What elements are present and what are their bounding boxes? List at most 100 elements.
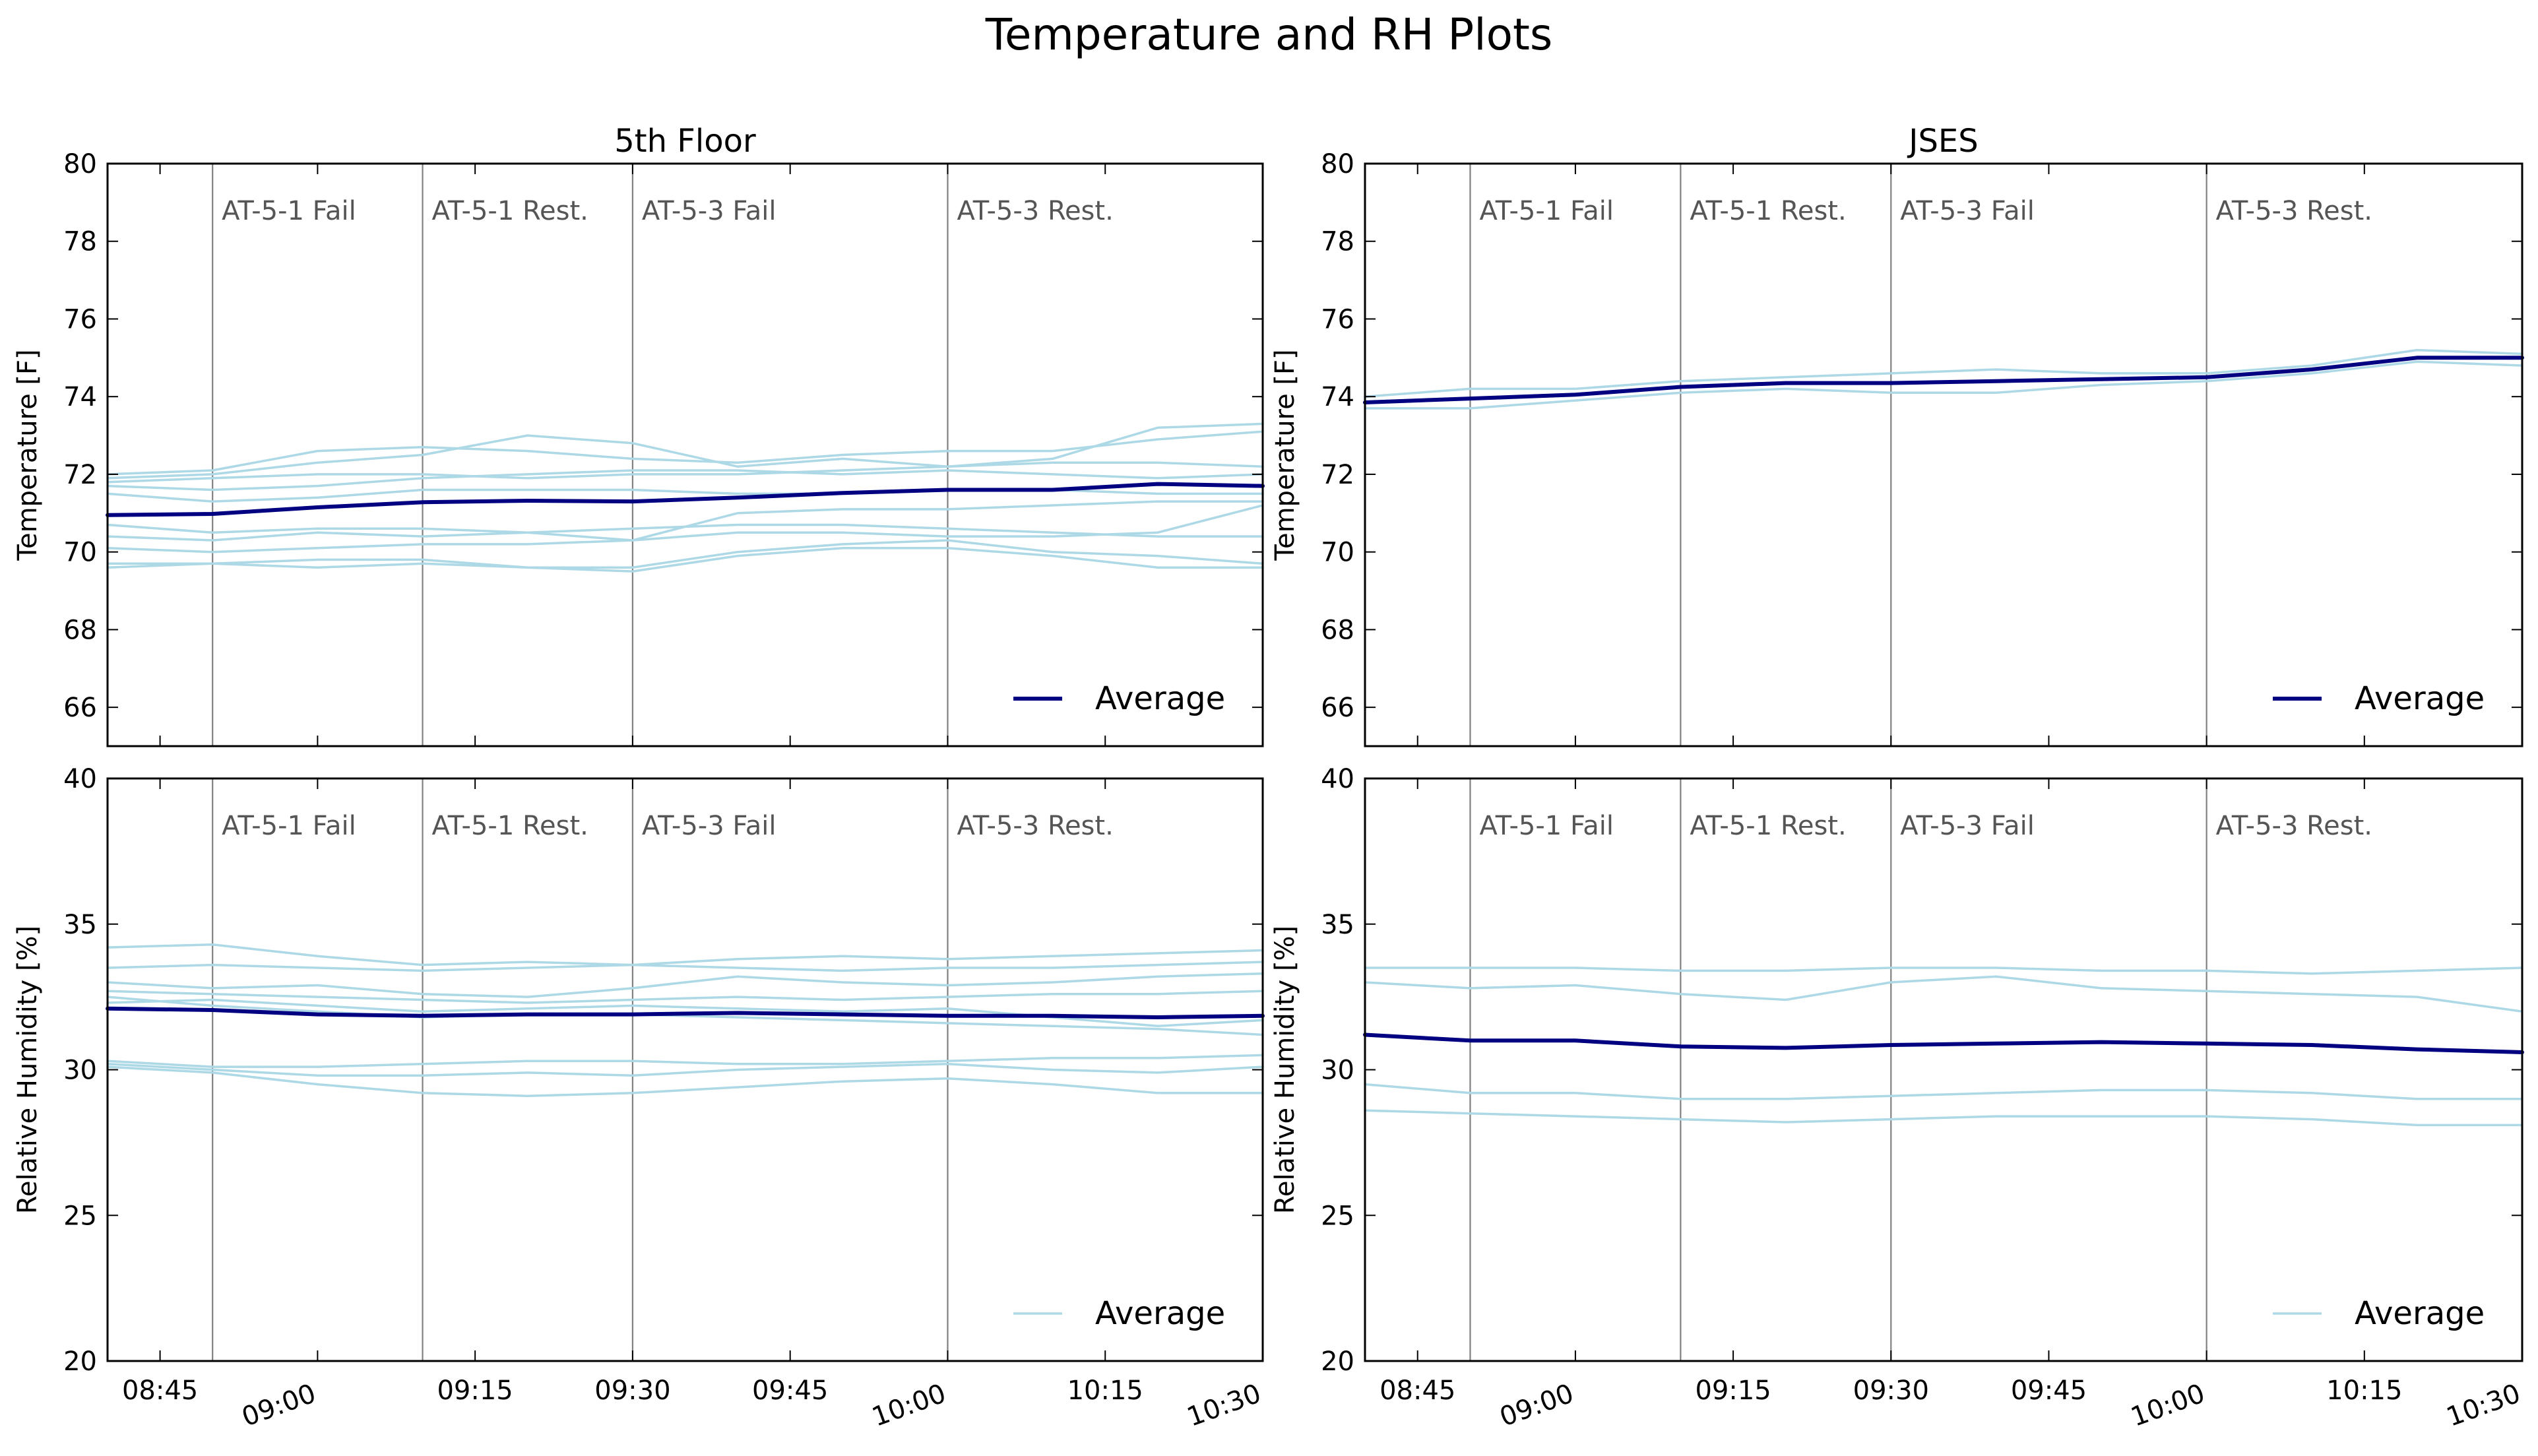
x-tick-label: 10:30 [2442, 1378, 2524, 1433]
sensor-series-line [106, 972, 1264, 998]
x-tick-label: 09:00 [238, 1378, 320, 1433]
event-label: AT-5-3 Fail [642, 196, 777, 226]
event-label: AT-5-1 Rest. [432, 196, 588, 226]
legend-label: Average [2355, 680, 2485, 717]
y-tick-label: 66 [1321, 693, 1354, 723]
sensor-series-line [106, 422, 1264, 480]
x-tick-label: 10:30 [1183, 1378, 1265, 1433]
y-tick-label: 70 [63, 538, 97, 568]
sensor-series-line [106, 1062, 1264, 1077]
y-tick-label: 20 [1321, 1346, 1354, 1377]
y-tick-label: 78 [1321, 227, 1354, 257]
x-tick-label: 10:15 [2326, 1376, 2402, 1406]
x-tick-label: 09:30 [1853, 1376, 1929, 1406]
axes-frame [1364, 162, 2523, 747]
event-label: AT-5-1 Rest. [1690, 196, 1846, 226]
legend-label: Average [1095, 1295, 1225, 1332]
event-label: AT-5-3 Rest. [2216, 196, 2372, 226]
legend: Average [2273, 1295, 2485, 1332]
subplot-temperature-1: AT-5-1 Fail AT-5-1 Rest. AT-5-3 Fail AT-5-3… [1270, 123, 2524, 747]
event-label: AT-5-3 Fail [642, 811, 777, 841]
event-label: AT-5-1 Fail [222, 196, 356, 226]
sensor-series-line [1364, 966, 2523, 975]
average-series-line [106, 1006, 1265, 1019]
y-tick-label: 80 [63, 149, 97, 179]
event-label: AT-5-1 Rest. [1690, 811, 1846, 841]
event-label: AT-5-1 Rest. [432, 811, 588, 841]
x-tick-label: 09:00 [1496, 1378, 1577, 1433]
event-label: AT-5-3 Rest. [957, 196, 1113, 226]
y-tick-label: 25 [63, 1201, 97, 1231]
y-tick-label: 68 [1321, 615, 1354, 645]
y-axis-label: Temperature [F] [13, 349, 43, 561]
event-label: AT-5-3 Rest. [957, 811, 1113, 841]
sensor-series-line [106, 990, 1264, 1004]
y-tick-label: 40 [63, 764, 97, 794]
legend-label: Average [1095, 680, 1225, 717]
subplot-temperature-0: AT-5-1 Fail AT-5-1 Rest. AT-5-3 Fail AT-5-3… [13, 123, 1265, 747]
sensor-series-line [106, 996, 1264, 1036]
y-tick-label: 78 [63, 227, 97, 257]
sensor-series-line [106, 547, 1264, 573]
subplot-humidity-3: AT-5-1 Fail AT-5-1 Rest. AT-5-3 Fail AT-5-3… [1270, 764, 2524, 1433]
y-tick-label: 74 [1321, 382, 1354, 412]
x-tick-label: 08:45 [1380, 1376, 1455, 1406]
average-series-line [1363, 356, 2524, 404]
y-tick-label: 76 [1321, 304, 1354, 334]
y-tick-label: 20 [63, 1346, 97, 1377]
sensor-series-line [106, 523, 1264, 542]
legend-label: Average [2355, 1295, 2485, 1332]
y-tick-label: 30 [1321, 1056, 1354, 1086]
axes-frame [1364, 777, 2523, 1362]
y-tick-label: 70 [1321, 538, 1354, 568]
y-tick-label: 40 [1321, 764, 1354, 794]
x-tick-label: 10:15 [1067, 1376, 1143, 1406]
sensor-series-line [1364, 975, 2523, 1013]
y-tick-label: 80 [1321, 149, 1354, 179]
sensor-series-line [106, 1054, 1264, 1068]
y-tick-label: 76 [63, 304, 97, 334]
y-tick-label: 72 [1321, 460, 1354, 490]
subplot-title: 5th Floor [614, 123, 756, 160]
sensor-series-line [1364, 348, 2523, 398]
figure-title: Temperature and RH Plots [985, 9, 1553, 60]
subplot-title: JSES [1907, 123, 1978, 160]
x-tick-label: 09:45 [752, 1376, 828, 1406]
legend: Average [1013, 1295, 1225, 1332]
y-tick-label: 66 [63, 693, 97, 723]
event-label: AT-5-3 Fail [1900, 811, 2035, 841]
y-axis-label: Relative Humidity [%] [1270, 926, 1300, 1214]
y-tick-label: 74 [63, 382, 97, 412]
sensor-series-line [1364, 1109, 2523, 1127]
x-tick-label: 09:45 [2011, 1376, 2087, 1406]
sensor-series-line [106, 1065, 1264, 1097]
sensor-series-line [106, 430, 1264, 476]
event-label: AT-5-1 Fail [1479, 811, 1614, 841]
sensor-series-line [106, 461, 1264, 484]
event-label: AT-5-3 Fail [1900, 196, 2035, 226]
event-label: AT-5-1 Fail [222, 811, 356, 841]
sensor-series-line [106, 469, 1264, 491]
sensor-series-line [106, 504, 1264, 554]
sensor-series-line [1364, 1083, 2523, 1100]
average-series-line [1363, 1032, 2524, 1054]
y-tick-label: 25 [1321, 1201, 1354, 1231]
x-tick-label: 09:15 [437, 1376, 513, 1406]
sensor-series-line [106, 998, 1264, 1028]
y-tick-label: 68 [63, 615, 97, 645]
axes-frame [106, 162, 1264, 747]
x-tick-label: 10:00 [868, 1378, 950, 1433]
average-series-line [106, 482, 1265, 517]
legend: Average [2273, 680, 2485, 717]
y-tick-label: 35 [1321, 910, 1354, 940]
sensor-series-line [106, 943, 1264, 966]
legend: Average [1013, 680, 1225, 717]
x-tick-label: 09:15 [1695, 1376, 1771, 1406]
sensor-series-line [106, 539, 1264, 569]
y-axis-label: Temperature [F] [1270, 349, 1300, 561]
y-tick-label: 72 [63, 460, 97, 490]
x-tick-label: 08:45 [122, 1376, 198, 1406]
sensor-series-line [106, 961, 1264, 972]
